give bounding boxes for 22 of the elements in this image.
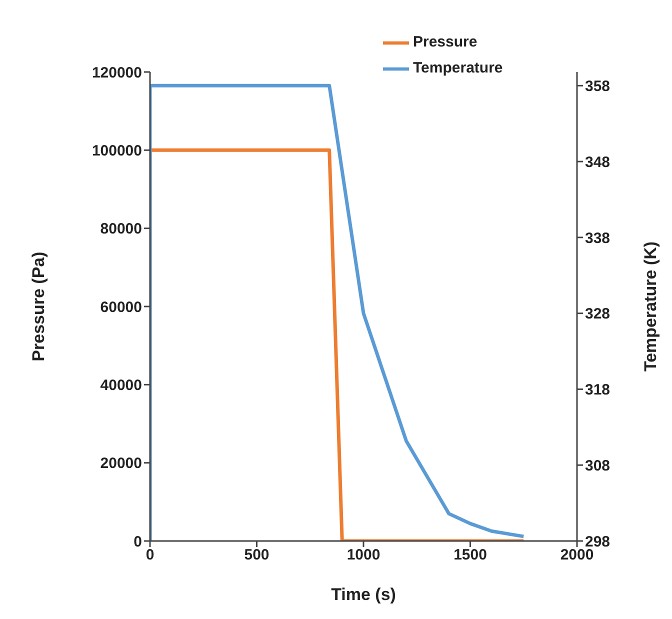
x-tick-label: 500 bbox=[244, 546, 270, 564]
y2-tick-label: 338 bbox=[585, 230, 610, 247]
y-tick-label: 0 bbox=[134, 533, 142, 550]
x-tick-label: 1000 bbox=[346, 546, 380, 564]
y2-tick-label: 308 bbox=[585, 457, 610, 474]
y2-tick-label: 348 bbox=[585, 154, 610, 171]
x-tick-label: 0 bbox=[146, 546, 154, 564]
legend-label: Pressure bbox=[413, 34, 478, 51]
y2-tick-label: 328 bbox=[585, 306, 610, 323]
y-tick-label: 40000 bbox=[100, 376, 142, 394]
y-axis-title: Pressure (Pa) bbox=[29, 252, 48, 362]
y-tick-label: 60000 bbox=[100, 298, 142, 316]
x-axis-title: Time (s) bbox=[331, 585, 396, 604]
y-tick-label: 80000 bbox=[100, 220, 142, 238]
y-tick-label: 120000 bbox=[92, 64, 142, 82]
y-tick-label: 100000 bbox=[92, 142, 142, 160]
y2-tick-label: 358 bbox=[585, 78, 610, 95]
x-tick-label: 1500 bbox=[454, 546, 487, 564]
legend-label: Temperature bbox=[413, 60, 503, 77]
y-tick-label: 20000 bbox=[100, 455, 142, 472]
y2-axis-title: Temperature (K) bbox=[641, 241, 660, 372]
y2-tick-label: 318 bbox=[585, 382, 610, 399]
